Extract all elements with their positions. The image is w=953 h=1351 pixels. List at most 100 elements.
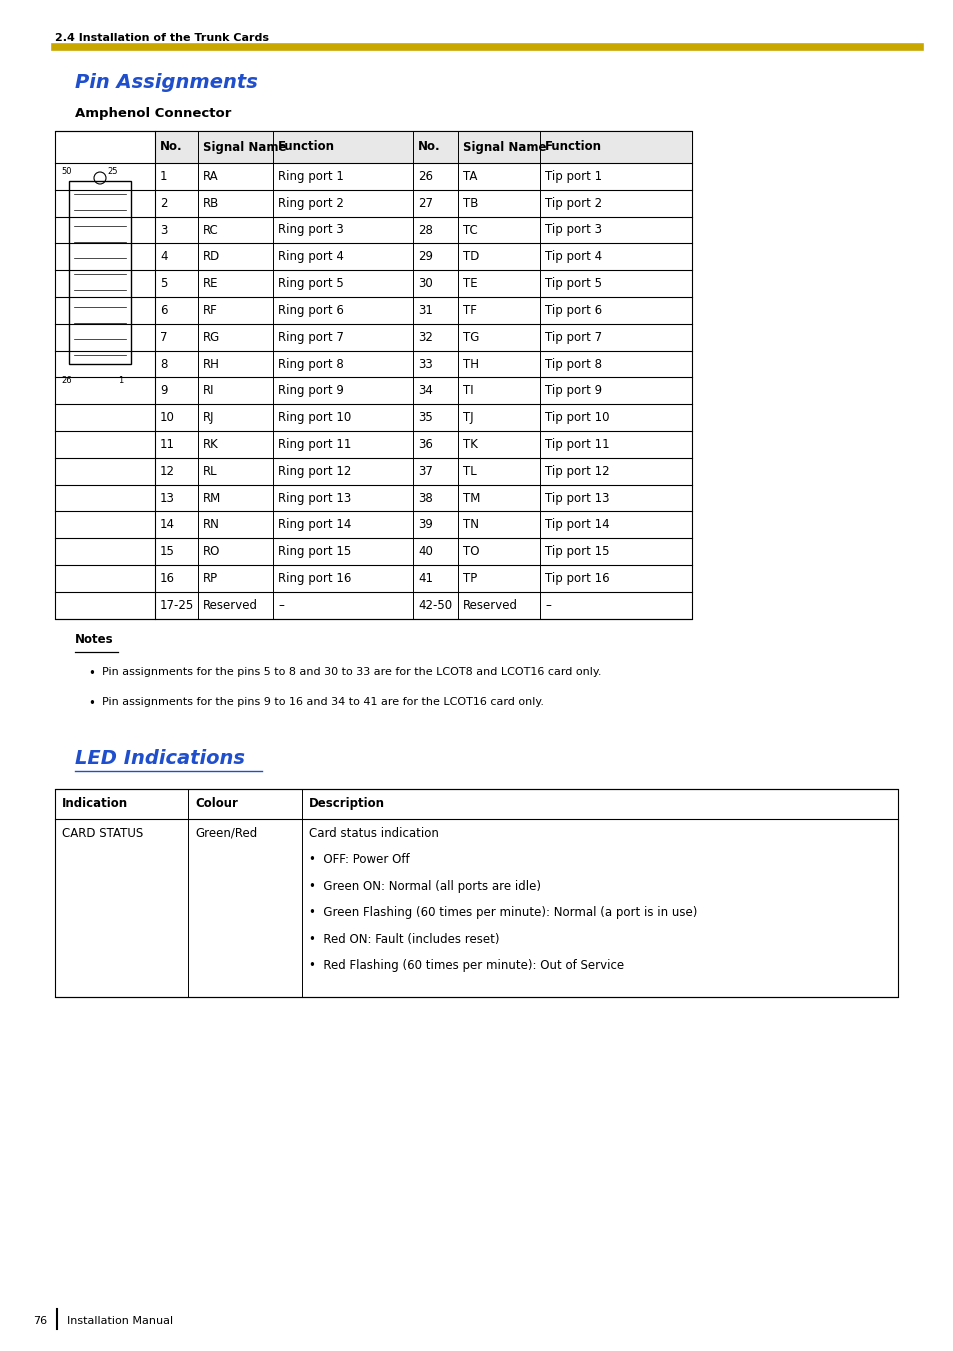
Text: Tip port 12: Tip port 12	[544, 465, 609, 478]
Text: 35: 35	[417, 411, 433, 424]
Text: LED Indications: LED Indications	[75, 748, 245, 767]
Text: TE: TE	[462, 277, 477, 290]
Text: TM: TM	[462, 492, 480, 504]
Bar	[55, 789, 897, 819]
Text: 6: 6	[160, 304, 168, 317]
Text: Tip port 2: Tip port 2	[544, 197, 601, 209]
Text: 31: 31	[417, 304, 433, 317]
Text: TG: TG	[462, 331, 478, 343]
Text: 5: 5	[160, 277, 167, 290]
Text: RD: RD	[203, 250, 220, 263]
Text: 2: 2	[160, 197, 168, 209]
Text: 28: 28	[417, 223, 433, 236]
Text: 17-25: 17-25	[160, 598, 194, 612]
Text: RG: RG	[203, 331, 220, 343]
Text: TO: TO	[462, 544, 479, 558]
Text: RC: RC	[203, 223, 218, 236]
Text: RL: RL	[203, 465, 217, 478]
Text: 39: 39	[417, 519, 433, 531]
Text: 29: 29	[417, 250, 433, 263]
Text: Ring port 8: Ring port 8	[277, 358, 343, 370]
Text: •  Red ON: Fault (includes reset): • Red ON: Fault (includes reset)	[309, 932, 499, 946]
Text: Pin Assignments: Pin Assignments	[75, 73, 257, 92]
Text: 3: 3	[160, 223, 167, 236]
Text: RJ: RJ	[203, 411, 214, 424]
Text: Ring port 14: Ring port 14	[277, 519, 351, 531]
Text: TL: TL	[462, 465, 476, 478]
Text: Green/Red: Green/Red	[194, 827, 257, 839]
Text: RM: RM	[203, 492, 221, 504]
Text: RO: RO	[203, 544, 220, 558]
Text: Tip port 3: Tip port 3	[544, 223, 601, 236]
Text: Ring port 16: Ring port 16	[277, 571, 351, 585]
Text: Tip port 15: Tip port 15	[544, 544, 609, 558]
Text: 40: 40	[417, 544, 433, 558]
Text: RP: RP	[203, 571, 218, 585]
Text: 1: 1	[160, 170, 168, 182]
Text: 50: 50	[61, 168, 71, 176]
Text: Tip port 13: Tip port 13	[544, 492, 609, 504]
Text: TK: TK	[462, 438, 477, 451]
Text: TI: TI	[462, 384, 473, 397]
Text: TP: TP	[462, 571, 476, 585]
Text: 10: 10	[160, 411, 174, 424]
Text: Tip port 7: Tip port 7	[544, 331, 601, 343]
Text: Amphenol Connector: Amphenol Connector	[75, 107, 232, 120]
Text: Ring port 15: Ring port 15	[277, 544, 351, 558]
Text: 9: 9	[160, 384, 168, 397]
Text: 15: 15	[160, 544, 174, 558]
Text: 4: 4	[160, 250, 168, 263]
Text: 13: 13	[160, 492, 174, 504]
Text: TN: TN	[462, 519, 478, 531]
Text: TB: TB	[462, 197, 477, 209]
Text: Ring port 10: Ring port 10	[277, 411, 351, 424]
Text: Reserved: Reserved	[203, 598, 257, 612]
Text: 36: 36	[417, 438, 433, 451]
Text: Installation Manual: Installation Manual	[67, 1316, 172, 1325]
Text: RE: RE	[203, 277, 218, 290]
Text: Tip port 11: Tip port 11	[544, 438, 609, 451]
Text: Ring port 6: Ring port 6	[277, 304, 343, 317]
Text: RB: RB	[203, 197, 219, 209]
Text: Pin assignments for the pins 5 to 8 and 30 to 33 are for the LCOT8 and LCOT16 ca: Pin assignments for the pins 5 to 8 and …	[102, 666, 601, 677]
Text: Function: Function	[277, 141, 335, 154]
Text: Signal Name: Signal Name	[462, 141, 546, 154]
Text: CARD STATUS: CARD STATUS	[62, 827, 143, 839]
Text: RA: RA	[203, 170, 218, 182]
Text: 34: 34	[417, 384, 433, 397]
Text: Tip port 1: Tip port 1	[544, 170, 601, 182]
Text: 76: 76	[32, 1316, 47, 1325]
Text: Card status indication: Card status indication	[309, 827, 438, 839]
Text: TC: TC	[462, 223, 477, 236]
Bar	[55, 131, 691, 619]
Text: 1: 1	[118, 376, 123, 385]
Text: 27: 27	[417, 197, 433, 209]
Text: 26: 26	[61, 376, 71, 385]
Text: 11: 11	[160, 438, 174, 451]
Text: No.: No.	[417, 141, 440, 154]
Text: 16: 16	[160, 571, 174, 585]
Text: 8: 8	[160, 358, 167, 370]
Text: Ring port 1: Ring port 1	[277, 170, 343, 182]
Text: Signal Name: Signal Name	[203, 141, 286, 154]
Text: 37: 37	[417, 465, 433, 478]
Text: Ring port 5: Ring port 5	[277, 277, 343, 290]
Text: 30: 30	[417, 277, 433, 290]
Text: Tip port 5: Tip port 5	[544, 277, 601, 290]
Text: Function: Function	[544, 141, 601, 154]
Text: Tip port 4: Tip port 4	[544, 250, 601, 263]
Text: RN: RN	[203, 519, 219, 531]
Text: Tip port 10: Tip port 10	[544, 411, 609, 424]
Text: No.: No.	[160, 141, 182, 154]
Text: TJ: TJ	[462, 411, 473, 424]
Text: Ring port 9: Ring port 9	[277, 384, 343, 397]
Bar	[69, 181, 131, 363]
Text: •: •	[88, 666, 94, 680]
Text: Ring port 13: Ring port 13	[277, 492, 351, 504]
Text: •: •	[88, 697, 94, 709]
Text: 2.4 Installation of the Trunk Cards: 2.4 Installation of the Trunk Cards	[55, 32, 269, 43]
Text: Tip port 9: Tip port 9	[544, 384, 601, 397]
Text: RH: RH	[203, 358, 219, 370]
Text: Description: Description	[309, 797, 385, 811]
Text: 7: 7	[160, 331, 168, 343]
